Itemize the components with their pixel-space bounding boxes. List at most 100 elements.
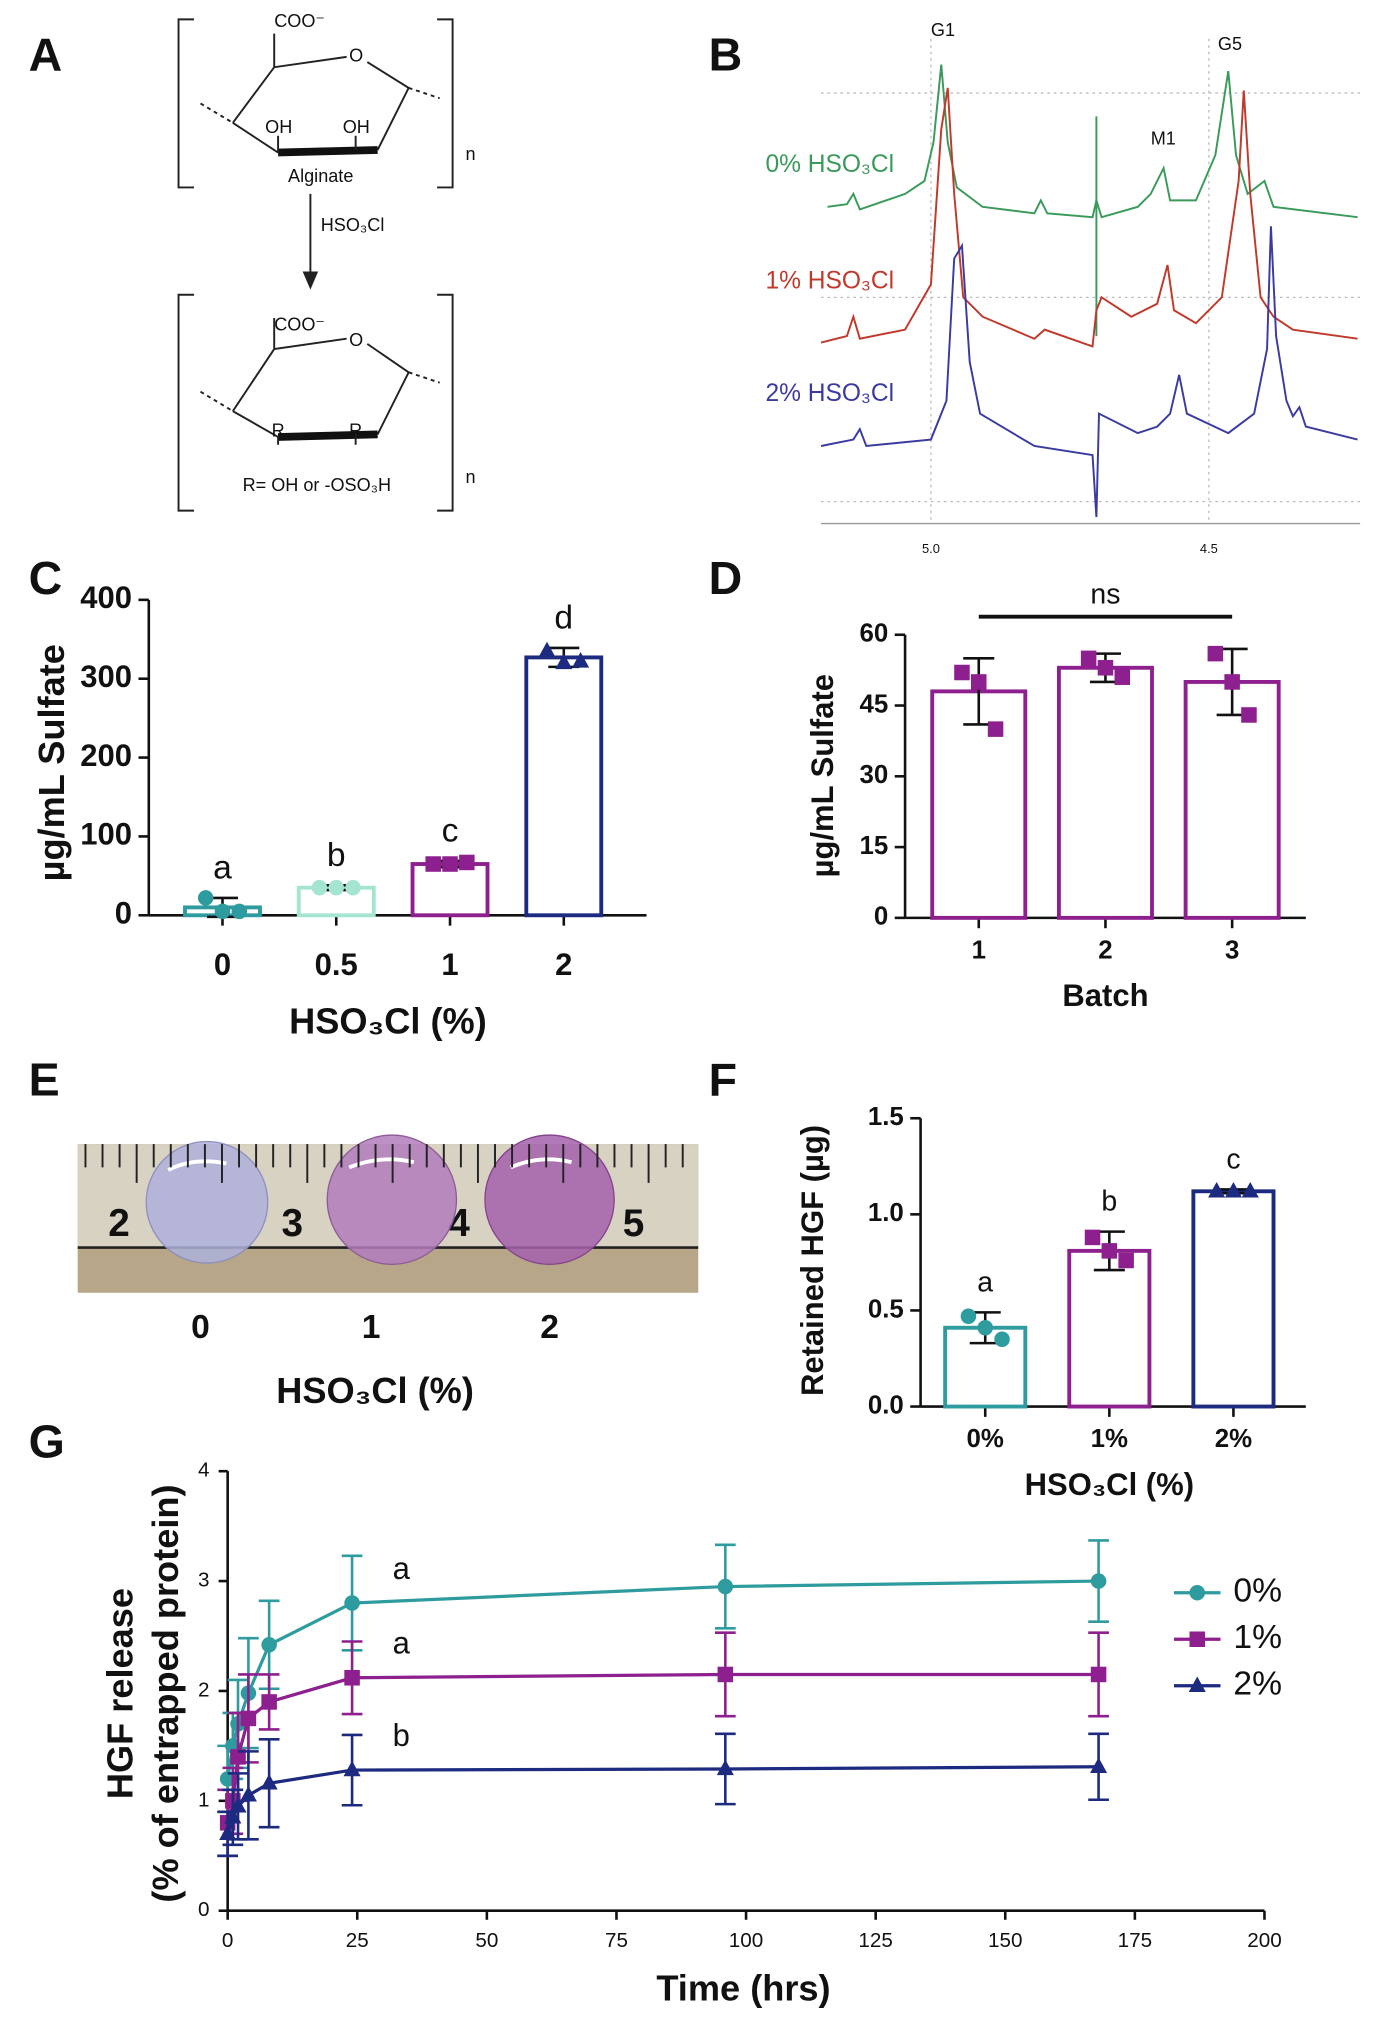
- marker: [1224, 674, 1240, 690]
- x-tick-label: 175: [1118, 1929, 1153, 1952]
- y-tick-label: 1: [198, 1788, 210, 1811]
- marker: [261, 1694, 277, 1710]
- marker: [1208, 1181, 1226, 1198]
- ring-bold-edge: [277, 430, 378, 441]
- droplet: [145, 1140, 269, 1264]
- x-tick-label: 2%: [1215, 1425, 1252, 1453]
- chem-label: COO⁻: [274, 315, 325, 335]
- marker: [260, 1773, 278, 1790]
- chem-label: O: [349, 330, 363, 350]
- marker: [1189, 1631, 1205, 1647]
- y-tick-label: 0: [874, 903, 888, 931]
- marker: [971, 674, 987, 690]
- ring-bold-edge: [277, 146, 378, 157]
- y-tick-label: 0.0: [868, 1391, 904, 1419]
- marker: [994, 1331, 1010, 1348]
- marker: [425, 856, 441, 872]
- x-tick-label: 4.5: [1200, 541, 1218, 556]
- y-tick-label: 0: [115, 895, 132, 930]
- panel-letter: B: [709, 28, 743, 80]
- series-line: [226, 1672, 1099, 1824]
- significance-label: ns: [1090, 578, 1120, 610]
- droplet: [484, 1134, 615, 1265]
- y-tick-label: 400: [80, 580, 132, 615]
- x-axis-title: HSO₃Cl (%): [289, 1000, 487, 1041]
- marker: [261, 1637, 277, 1653]
- x-axis-title: Time (hrs): [656, 1967, 830, 2008]
- x-tick-label: 2: [1098, 936, 1112, 964]
- x-tick-label: 1%: [1091, 1425, 1128, 1453]
- x-tick-label: 0: [222, 1929, 234, 1952]
- y-tick-label: 300: [80, 659, 132, 694]
- y-axis-title: µg/mL Sulfate: [805, 674, 840, 877]
- axis-title: HSO₃Cl (%): [276, 1370, 474, 1411]
- marker: [197, 890, 214, 906]
- marker: [344, 1595, 360, 1611]
- marker: [240, 1710, 257, 1727]
- x-tick-label: 100: [729, 1929, 764, 1952]
- chem-label: COO⁻: [274, 11, 325, 31]
- significance-letter: a: [213, 849, 232, 886]
- arrow-head: [302, 271, 319, 290]
- y-tick-label: 60: [860, 620, 889, 648]
- x-tick-label: 0: [214, 947, 231, 982]
- marker: [229, 1797, 247, 1813]
- legend-label: 0%: [1233, 1573, 1282, 1610]
- marker: [555, 653, 573, 670]
- marker: [1207, 645, 1224, 662]
- marker: [1189, 1584, 1205, 1601]
- bar: [524, 655, 604, 918]
- significance-letter: d: [554, 599, 573, 636]
- marker: [1241, 707, 1257, 723]
- droplet: [326, 1134, 458, 1265]
- x-tick-label: 0.5: [315, 947, 358, 982]
- chem-label: OH: [265, 117, 292, 137]
- r-bond: [277, 434, 357, 445]
- significance-letter: a: [977, 1266, 993, 1298]
- sample-label: 1: [362, 1309, 381, 1346]
- bar: [930, 689, 1028, 920]
- y-tick-label: 15: [860, 832, 889, 860]
- x-tick-label: 1: [972, 936, 986, 964]
- y-tick-label: 1.0: [868, 1199, 904, 1227]
- marker: [343, 1760, 361, 1777]
- marker: [442, 856, 458, 872]
- x-tick-label: 5.0: [922, 541, 940, 556]
- trace-label: 1% HSO₃Cl: [765, 267, 894, 294]
- y-axis-title: Retained HGF (µg): [795, 1125, 830, 1396]
- trace-label: 2% HSO₃Cl: [765, 380, 894, 407]
- x-tick-label: 150: [988, 1929, 1023, 1952]
- x-tick-label: 0%: [967, 1425, 1004, 1453]
- marker: [1241, 1181, 1259, 1198]
- trace: [820, 226, 1358, 518]
- marker: [1090, 1757, 1108, 1773]
- chem-label: OH: [343, 117, 370, 137]
- chem-label: n: [466, 467, 476, 487]
- x-tick-label: 3: [1225, 936, 1239, 964]
- marker: [538, 641, 556, 658]
- x-tick-label: 25: [346, 1929, 369, 1952]
- y-tick-label: 45: [860, 690, 889, 718]
- marker: [1114, 669, 1131, 685]
- marker: [954, 664, 970, 681]
- marker: [716, 1759, 734, 1776]
- marker: [1090, 1573, 1107, 1589]
- ruler-number: 2: [108, 1202, 130, 1245]
- x-tick-label: 50: [475, 1929, 498, 1952]
- marker: [1118, 1252, 1134, 1269]
- y-tick-label: 100: [80, 817, 132, 852]
- ruler-number: 3: [282, 1202, 304, 1245]
- panel-letter: A: [29, 28, 63, 80]
- legend-label: 1%: [1233, 1619, 1282, 1656]
- significance-letter: b: [1101, 1186, 1117, 1218]
- x-tick-label: 1: [441, 947, 458, 982]
- highlight: [348, 1157, 415, 1170]
- structure-diagram: COO⁻ O OH OH Alginate n HSO₃Cl COO⁻ O R …: [177, 11, 476, 512]
- y-tick-label: 0.5: [868, 1295, 904, 1323]
- significance-letter: a: [393, 1551, 411, 1586]
- glycosidic-bond: [200, 371, 440, 412]
- marker: [230, 1749, 246, 1765]
- chem-label: HSO₃Cl: [321, 215, 385, 235]
- bar: [1067, 1248, 1152, 1409]
